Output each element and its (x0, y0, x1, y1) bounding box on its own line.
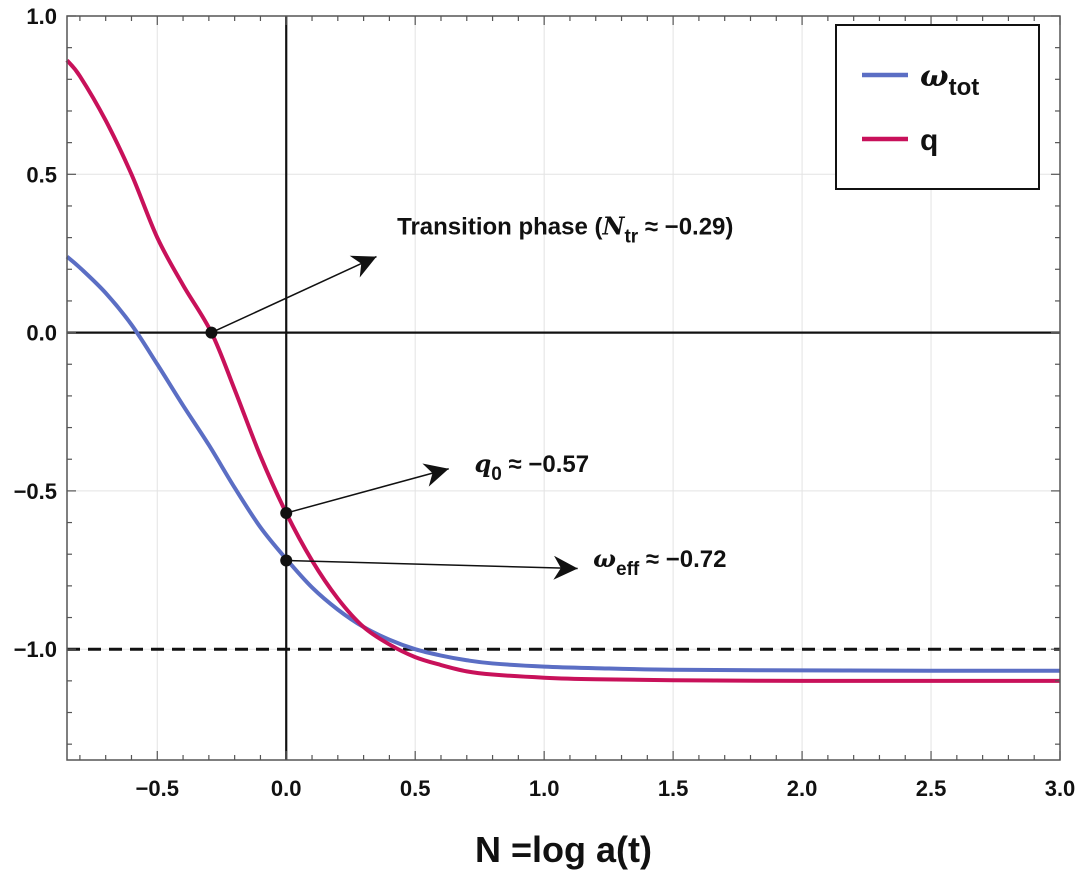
annotation-symbol: q (475, 449, 492, 478)
annotation-prefix: Transition phase ( (397, 213, 602, 240)
annotation-symbol: N (602, 211, 626, 240)
legend-main: ω (920, 59, 949, 94)
legend-subscript: tot (949, 74, 980, 101)
x-tick-label: 1.5 (658, 776, 689, 801)
ticks: −0.5 0.0 0.5 1.0 1.5 2.0 2.5 3.0 −1.0 −0.5 0.0 0.5 1… (14, 4, 1076, 801)
x-tick-label: −0.5 (136, 776, 179, 801)
series-line-q (65, 59, 1060, 683)
annotation-label: Transition phase (Ntr ≈ −0.29) (397, 211, 733, 247)
annotation-subscript: eff (616, 559, 640, 580)
y-tick-label: −1.0 (14, 637, 57, 662)
annotation-arrow (286, 555, 578, 580)
annotation-point (280, 554, 293, 567)
annotation-suffix: ≈ −0.57 (502, 451, 589, 478)
plot-frame (66, 15, 1061, 761)
annotation-subscript: 0 (491, 464, 502, 485)
annotation-subscript: tr (624, 226, 638, 247)
reference-lines (67, 16, 1060, 760)
x-tick-label: 0.5 (400, 776, 431, 801)
y-tick-label: 0.0 (26, 321, 57, 346)
annotation-label: q0 ≈ −0.57 (475, 449, 590, 485)
legend-entry: ωtot (920, 59, 979, 101)
legend-entry: q (920, 124, 938, 157)
x-tick-label: 3.0 (1045, 776, 1076, 801)
annotation-arrow (211, 255, 377, 334)
y-tick-label: 0.5 (26, 162, 57, 187)
y-tick-label: −0.5 (14, 479, 57, 504)
annotation-suffix: ≈ −0.72 (639, 546, 726, 573)
x-tick-label: 0.0 (271, 776, 302, 801)
legend-main: q (920, 124, 938, 157)
x-axis-label: N =log a(t) (475, 829, 652, 870)
x-tick-label: 1.0 (529, 776, 560, 801)
series-lines (65, 59, 1061, 683)
annotation-label: ωeff ≈ −0.72 (593, 544, 726, 580)
annotation-suffix: ≈ −0.29) (638, 213, 733, 240)
annotation-arrow (286, 463, 449, 514)
x-tick-label: 2.0 (787, 776, 818, 801)
annotations: Transition phase (Ntr ≈ −0.29) q0 ≈ −0.57… (205, 211, 733, 580)
x-tick-label: 2.5 (916, 776, 947, 801)
y-tick-label: 1.0 (26, 4, 57, 29)
annotation-point (205, 326, 218, 339)
annotation-point (280, 507, 293, 520)
annotation-symbol: ω (593, 544, 616, 573)
legend-box (835, 24, 1040, 190)
